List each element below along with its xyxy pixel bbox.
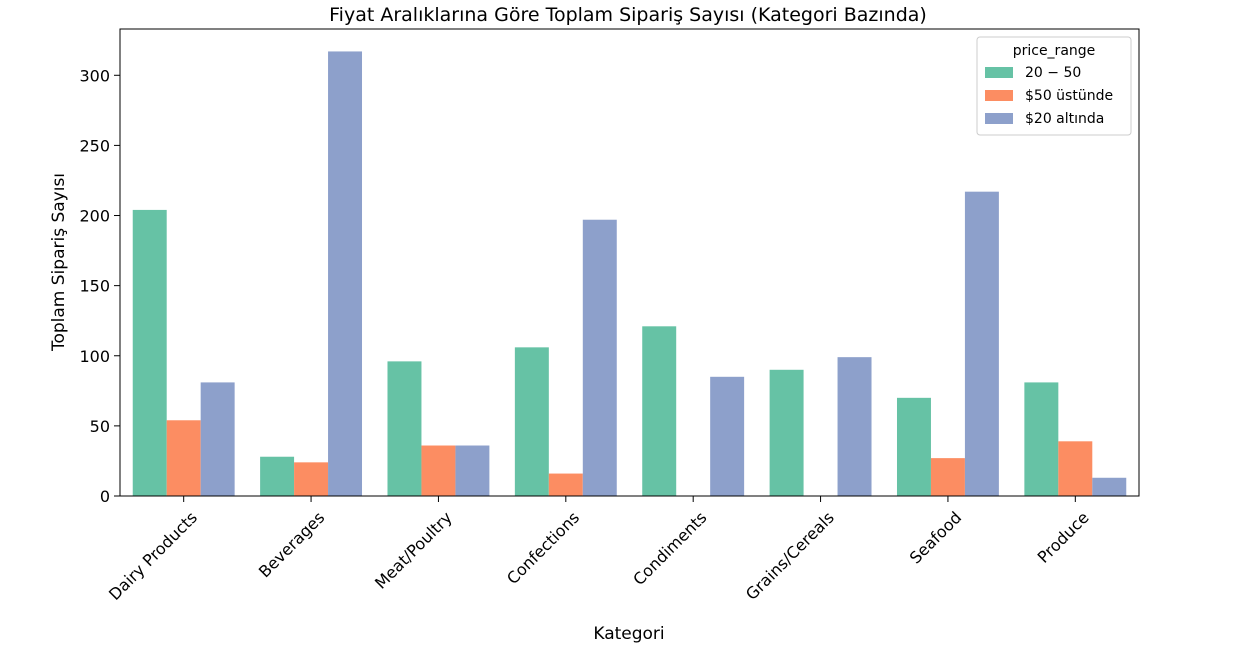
legend-swatch-1 [985,90,1013,101]
bar-3-0 [514,347,549,496]
bar-1-1 [294,462,329,496]
x-tick-label: Grains/Cereals [742,508,838,604]
x-tick-label: Seafood [906,508,966,568]
bar-3-1 [548,473,583,496]
y-tick-label: 100 [79,347,110,366]
legend-label-1: $50 üstünde [1025,88,1113,104]
y-tick-label: 0 [100,487,110,506]
bar-5-0 [769,369,804,496]
x-axis-label: Kategori [593,624,664,644]
bar-0-0 [132,209,167,496]
legend-swatch-0 [985,67,1013,78]
legend: price_range 20 − 50 $50 üstünde $20 altında [976,36,1132,136]
bar-7-1 [1058,441,1093,496]
x-tick-label: Condiments [629,508,710,589]
x-tick-label: Produce [1034,508,1093,567]
legend-swatch-2 [985,113,1013,124]
x-tick-label: Dairy Products [105,508,201,604]
bar-6-2 [964,191,999,496]
y-tick-label: 300 [79,66,110,85]
y-tick-label: 150 [79,277,110,296]
plot-frame [119,28,1140,497]
legend-label-0: 20 − 50 [1025,65,1081,81]
bar-5-2 [837,357,872,496]
x-axis: Dairy Products Beverages Meat/Poultry Confe… [105,496,1093,604]
bar-7-0 [1024,382,1059,496]
bar-6-0 [896,397,931,496]
chart-title: Fiyat Aralıklarına Göre Toplam Sipariş S… [329,4,927,26]
legend-title: price_range [1013,43,1096,59]
x-tick-label: Beverages [255,508,328,581]
bar-2-0 [387,361,422,496]
bar-1-2 [328,51,363,496]
y-tick-label: 250 [79,136,110,155]
x-tick-label: Meat/Poultry [371,508,456,593]
bar-6-1 [930,458,965,496]
bar-2-2 [455,445,490,496]
legend-label-2: $20 altında [1025,111,1104,127]
bar-4-0 [642,326,677,496]
y-axis: 0 50 100 150 200 250 300 [79,66,120,506]
y-tick-label: 50 [90,417,110,436]
legend-box [976,36,1132,136]
bar-0-2 [200,382,235,496]
bar-0-1 [166,420,201,496]
bar-1-0 [260,456,295,496]
bar-2-1 [421,445,456,496]
y-axis-label: Toplam Sipariş Sayısı [49,173,69,352]
bar-4-2 [710,376,745,496]
x-tick-label: Confections [503,508,583,588]
y-tick-label: 200 [79,207,110,226]
bars-group [132,51,1127,496]
bar-7-2 [1092,477,1127,496]
bar-3-2 [582,219,617,496]
